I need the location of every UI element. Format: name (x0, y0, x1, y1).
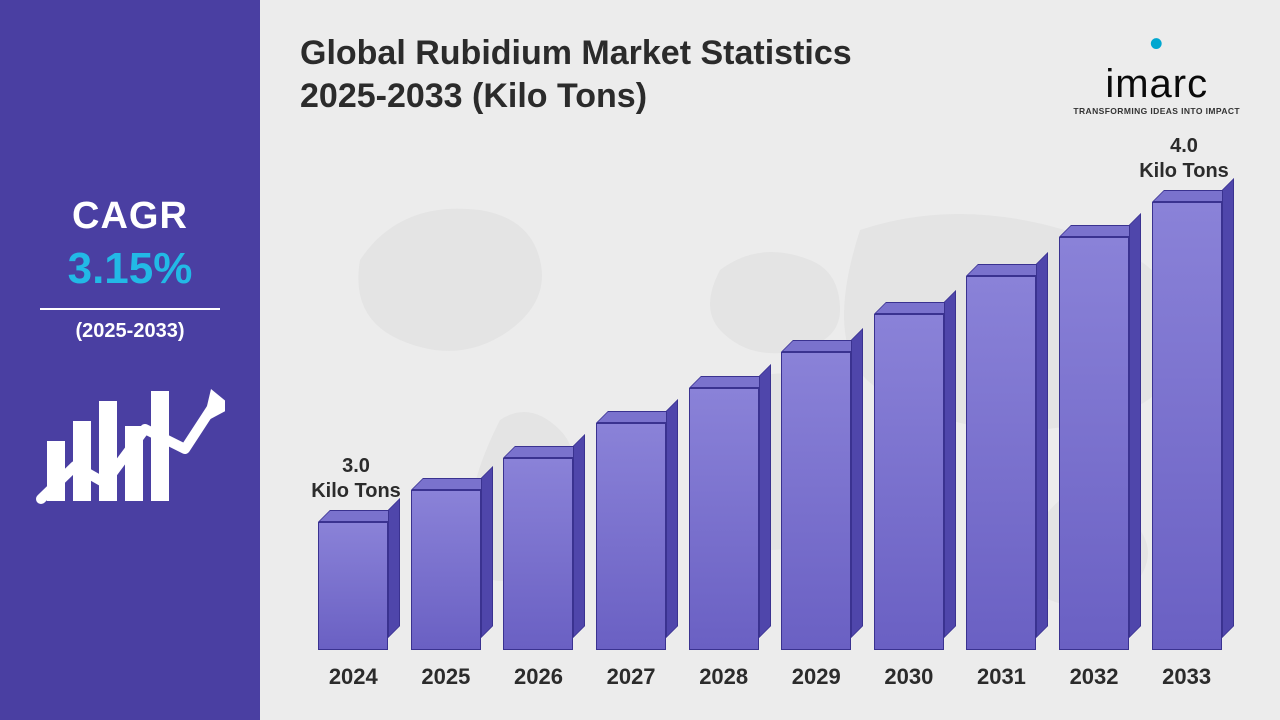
cagr-label: CAGR (72, 195, 188, 238)
logo-wordmark: • imarc (1073, 24, 1240, 104)
x-axis-label: 2032 (1051, 664, 1138, 690)
bar-wrap (1051, 237, 1138, 650)
bar-side-face (851, 328, 863, 638)
bar-wrap (403, 490, 490, 650)
bar (503, 458, 573, 650)
bar-wrap (588, 423, 675, 650)
bar-front (411, 490, 481, 650)
divider (40, 308, 220, 310)
bar-front (318, 522, 388, 650)
x-axis-label: 2026 (495, 664, 582, 690)
growth-arrow-icon (35, 371, 225, 526)
bar-front (1059, 237, 1129, 650)
logo-text: imarc (1105, 62, 1208, 106)
cagr-value: 3.15% (68, 244, 193, 294)
bar (596, 423, 666, 650)
bar (411, 490, 481, 650)
bar-side-face (666, 399, 678, 638)
bar-side-face (759, 364, 771, 638)
bar-wrap (680, 388, 767, 650)
bar-side-face (944, 290, 956, 638)
chart-area: 2024202520262027202820292030203120322033… (300, 140, 1240, 696)
x-axis-labels: 2024202520262027202820292030203120322033 (310, 664, 1230, 690)
value-callout: 4.0Kilo Tons (1124, 134, 1244, 184)
bar-front (966, 276, 1036, 650)
bar (689, 388, 759, 650)
bar-side-face (1129, 213, 1141, 638)
bar (966, 276, 1036, 650)
x-axis-label: 2033 (1143, 664, 1230, 690)
bar-wrap (773, 352, 860, 650)
bar-wrap (958, 276, 1045, 650)
main-panel: Global Rubidium Market Statistics 2025-2… (260, 0, 1280, 720)
cagr-range: (2025-2033) (76, 320, 185, 343)
x-axis-label: 2025 (403, 664, 490, 690)
brand-logo: • imarc TRANSFORMING IDEAS INTO IMPACT (1073, 24, 1240, 116)
logo-tagline: TRANSFORMING IDEAS INTO IMPACT (1073, 106, 1240, 116)
value-callout: 3.0Kilo Tons (296, 454, 416, 504)
bar-side-face (481, 466, 493, 638)
bar-side-face (573, 434, 585, 638)
bar-front (874, 314, 944, 650)
bar-side-face (388, 498, 400, 638)
bar-front (781, 352, 851, 650)
bar-side-face (1222, 178, 1234, 638)
chart-title: Global Rubidium Market Statistics 2025-2… (300, 32, 1000, 117)
x-axis-label: 2024 (310, 664, 397, 690)
bar (1152, 202, 1222, 650)
bars-row (310, 170, 1230, 650)
bar-wrap (495, 458, 582, 650)
bar (1059, 237, 1129, 650)
x-axis-label: 2029 (773, 664, 860, 690)
bar-front (1152, 202, 1222, 650)
chart-title-line2: 2025-2033 (Kilo Tons) (300, 77, 647, 115)
bar-wrap (310, 522, 397, 650)
bar-front (596, 423, 666, 650)
cagr-sidebar: CAGR 3.15% (2025-2033) (0, 0, 260, 720)
x-axis-label: 2031 (958, 664, 1045, 690)
x-axis-label: 2030 (866, 664, 953, 690)
page-root: CAGR 3.15% (2025-2033) Gl (0, 0, 1280, 720)
bar-side-face (1036, 252, 1048, 638)
x-axis-label: 2027 (588, 664, 675, 690)
bar-wrap (866, 314, 953, 650)
chart-title-line1: Global Rubidium Market Statistics (300, 34, 852, 72)
bar (781, 352, 851, 650)
logo-dot-icon: • (1149, 22, 1164, 66)
bar-front (503, 458, 573, 650)
chart-title-block: Global Rubidium Market Statistics 2025-2… (300, 32, 1000, 117)
x-axis-label: 2028 (680, 664, 767, 690)
bar-front (689, 388, 759, 650)
bar (874, 314, 944, 650)
bar (318, 522, 388, 650)
bar-wrap (1143, 202, 1230, 650)
